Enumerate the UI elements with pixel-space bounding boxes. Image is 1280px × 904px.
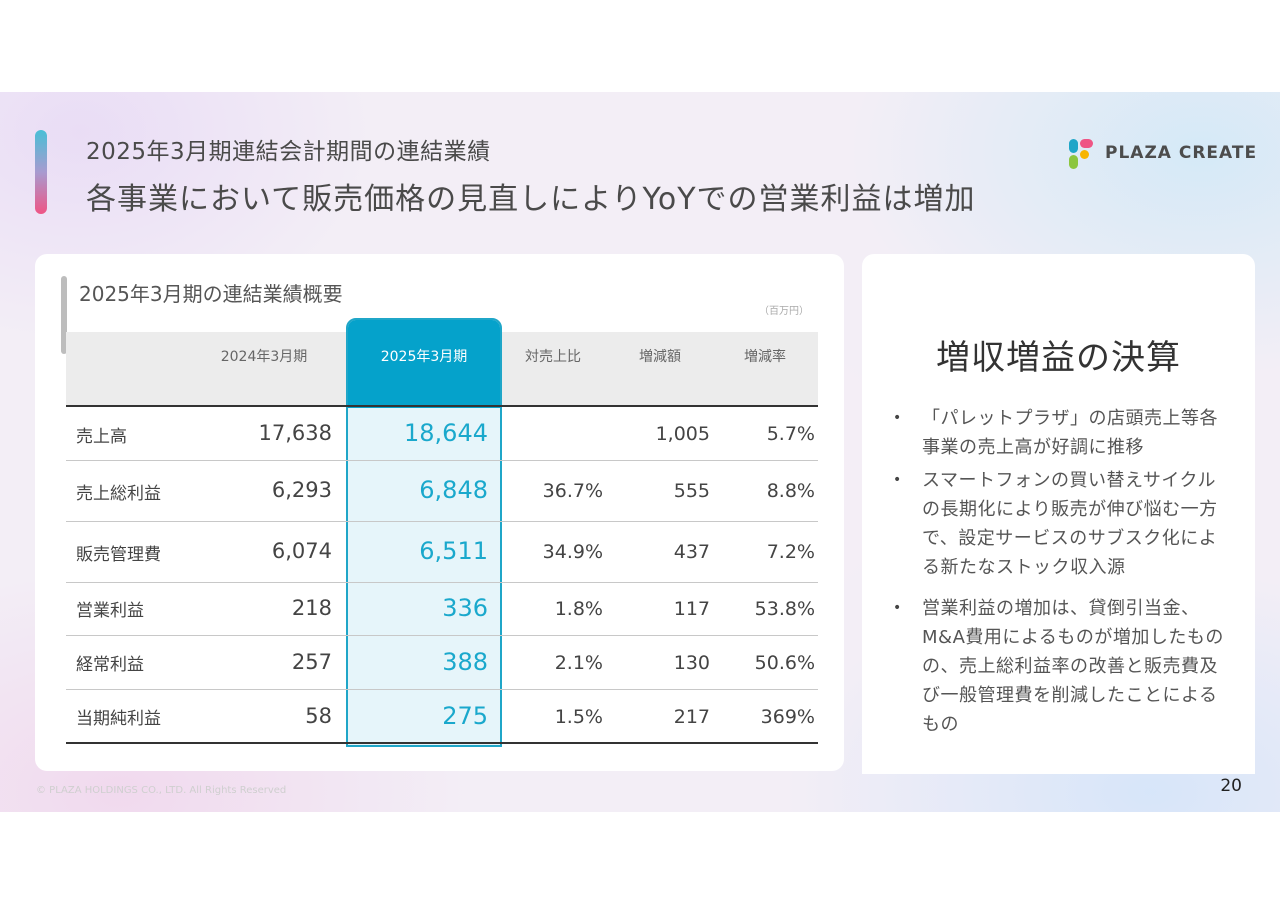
value-sales-ratio: 1.8%	[554, 598, 603, 620]
card-marker	[61, 276, 67, 354]
summary-bullet: • 営業利益の増加は、貸倒引当金、M&A費用によるものが増加したものの、売上総利…	[890, 594, 1230, 739]
value-fy2025: 18,644	[404, 419, 488, 447]
summary-bullet: • 「パレットプラザ」の店頭売上等各事業の売上高が好調に推移	[890, 404, 1230, 462]
value-change-rate: 53.8%	[754, 598, 815, 620]
bullet-icon: •	[893, 472, 902, 488]
value-change-rate: 50.6%	[754, 652, 815, 674]
highlighted-column-fy2025	[346, 318, 502, 747]
row-label: 経常利益	[76, 655, 144, 675]
column-header-fy2025: 2025年3月期	[380, 349, 468, 365]
header-rule	[66, 405, 818, 407]
value-change-amount: 437	[673, 541, 710, 563]
value-fy2025: 6,848	[419, 476, 488, 504]
row-label: 当期純利益	[76, 709, 161, 729]
summary-bullet-list: • 「パレットプラザ」の店頭売上等各事業の売上高が好調に推移 • スマートフォン…	[890, 404, 1230, 739]
row-label: 営業利益	[76, 601, 144, 621]
bullet-text: 「パレットプラザ」の店頭売上等各事業の売上高が好調に推移	[922, 408, 1218, 458]
value-sales-ratio: 2.1%	[554, 652, 603, 674]
row-divider	[66, 689, 818, 690]
value-fy2025: 6,511	[419, 537, 488, 565]
bullet-text: スマートフォンの買い替えサイクルの長期化により販売が伸び悩む一方で、設定サービス…	[922, 470, 1218, 578]
row-divider	[66, 635, 818, 636]
value-fy2025: 388	[442, 648, 488, 676]
value-fy2024: 17,638	[258, 421, 332, 445]
page-number: 20	[1220, 776, 1242, 796]
company-logo: PLAZA CREATE	[1068, 138, 1258, 172]
table-bottom-rule	[66, 742, 818, 744]
bullet-icon: •	[893, 410, 902, 426]
value-fy2024: 58	[305, 704, 332, 728]
value-change-amount: 117	[673, 598, 710, 620]
column-header-change-rate: 増減率	[744, 349, 786, 365]
summary-title: 増収増益の決算	[936, 338, 1181, 378]
value-fy2025: 275	[442, 702, 488, 730]
value-fy2024: 257	[291, 650, 332, 674]
slide-title: 各事業において販売価格の見直しによりYoYでの営業利益は増加	[86, 182, 976, 217]
value-change-rate: 5.7%	[766, 423, 815, 445]
summary-bullet: • スマートフォンの買い替えサイクルの長期化により販売が伸び悩む一方で、設定サー…	[890, 466, 1230, 582]
value-change-rate: 369%	[760, 706, 815, 728]
column-header-sales-ratio: 対売上比	[525, 349, 581, 365]
value-change-amount: 130	[673, 652, 710, 674]
value-change-amount: 555	[673, 480, 710, 502]
row-label: 売上高	[76, 427, 127, 447]
plaza-create-logo-icon	[1069, 139, 1093, 169]
summary-card: 増収増益の決算 • 「パレットプラザ」の店頭売上等各事業の売上高が好調に推移 •…	[862, 254, 1255, 774]
highlighted-column-header	[348, 320, 500, 408]
value-sales-ratio: 1.5%	[554, 706, 603, 728]
column-header-change-amount: 増減額	[639, 349, 681, 365]
title-accent-bar	[35, 130, 47, 214]
bullet-icon: •	[893, 600, 902, 616]
value-fy2024: 6,074	[271, 539, 332, 563]
value-sales-ratio: 34.9%	[542, 541, 603, 563]
value-change-rate: 7.2%	[766, 541, 815, 563]
value-sales-ratio: 36.7%	[542, 480, 603, 502]
value-change-rate: 8.8%	[766, 480, 815, 502]
row-divider	[66, 582, 818, 583]
copyright-notice: © PLAZA HOLDINGS CO., LTD. All Rights Re…	[36, 785, 287, 796]
value-fy2024: 218	[291, 596, 332, 620]
value-fy2025: 336	[442, 594, 488, 622]
logo-text: PLAZA CREATE	[1105, 143, 1258, 163]
value-change-amount: 217	[673, 706, 710, 728]
unit-label: （百万円）	[759, 306, 809, 317]
value-change-amount: 1,005	[655, 423, 710, 445]
bullet-text: 営業利益の増加は、貸倒引当金、M&A費用によるものが増加したものの、売上総利益率…	[922, 598, 1224, 735]
row-label: 売上総利益	[76, 484, 161, 504]
results-table-card: 2025年3月期の連結業績概要 （百万円） 2024年3月期 2025年3月期 …	[35, 254, 844, 771]
row-divider	[66, 460, 818, 461]
row-divider	[66, 521, 818, 522]
table-title: 2025年3月期の連結業績概要	[79, 282, 343, 306]
slide-subtitle: 2025年3月期連結会計期間の連結業績	[86, 139, 491, 165]
column-header-fy2024: 2024年3月期	[220, 349, 308, 365]
value-fy2024: 6,293	[271, 478, 332, 502]
row-label: 販売管理費	[76, 545, 161, 565]
slide: 2025年3月期連結会計期間の連結業績 各事業において販売価格の見直しによりYo…	[0, 92, 1280, 812]
